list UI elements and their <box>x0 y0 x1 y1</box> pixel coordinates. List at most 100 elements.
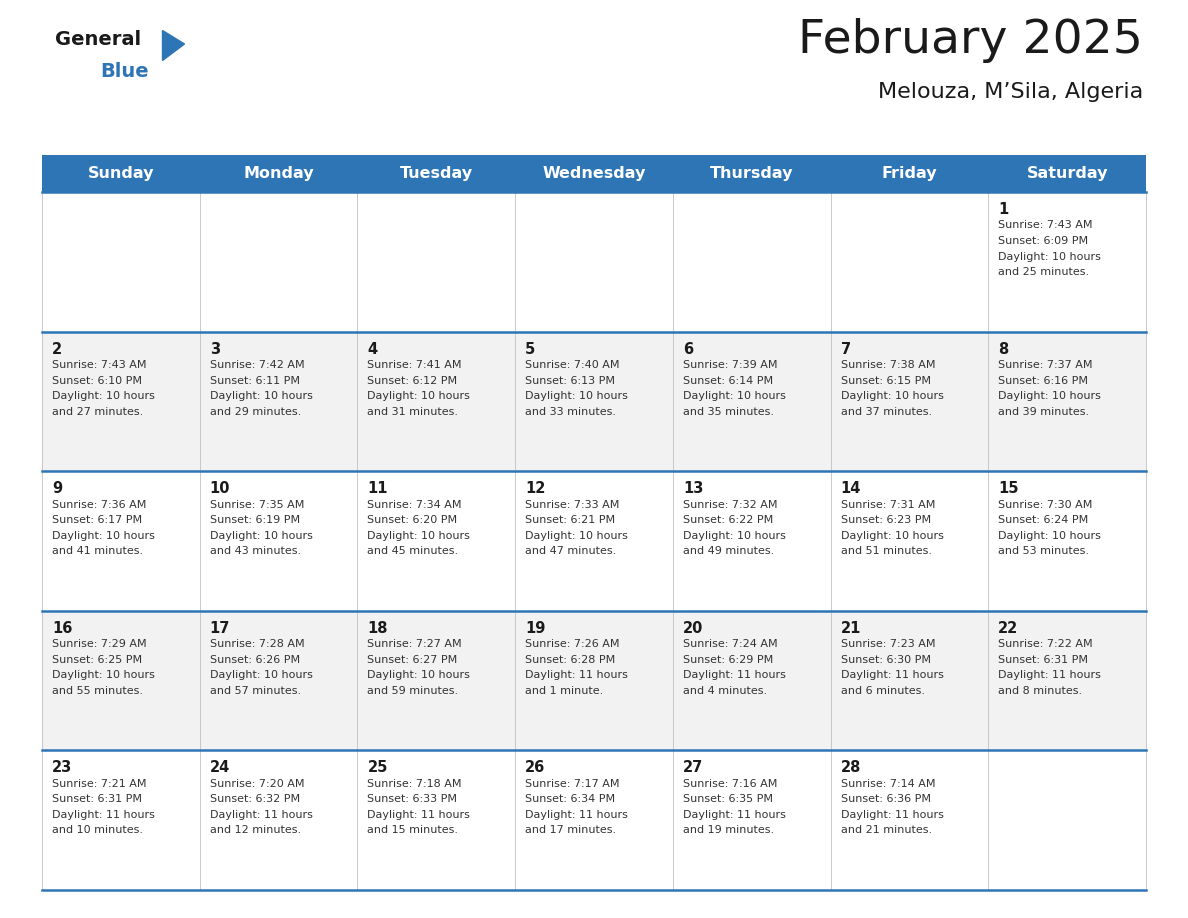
Text: and 55 minutes.: and 55 minutes. <box>52 686 143 696</box>
Text: Sunrise: 7:34 AM: Sunrise: 7:34 AM <box>367 499 462 509</box>
Text: Daylight: 10 hours: Daylight: 10 hours <box>367 391 470 401</box>
Text: Daylight: 10 hours: Daylight: 10 hours <box>52 670 154 680</box>
Text: Sunset: 6:10 PM: Sunset: 6:10 PM <box>52 375 143 386</box>
Text: Daylight: 11 hours: Daylight: 11 hours <box>683 670 785 680</box>
Text: Sunset: 6:22 PM: Sunset: 6:22 PM <box>683 515 773 525</box>
Text: 24: 24 <box>210 760 230 776</box>
Text: and 10 minutes.: and 10 minutes. <box>52 825 143 835</box>
Text: 15: 15 <box>998 481 1019 497</box>
Text: Tuesday: Tuesday <box>399 166 473 181</box>
Text: 19: 19 <box>525 621 545 636</box>
Text: Daylight: 10 hours: Daylight: 10 hours <box>52 531 154 541</box>
Text: 11: 11 <box>367 481 388 497</box>
Text: 21: 21 <box>841 621 861 636</box>
Text: 1: 1 <box>998 202 1009 217</box>
Text: 22: 22 <box>998 621 1018 636</box>
Text: Sunrise: 7:26 AM: Sunrise: 7:26 AM <box>525 639 620 649</box>
Text: Sunset: 6:24 PM: Sunset: 6:24 PM <box>998 515 1088 525</box>
Text: and 45 minutes.: and 45 minutes. <box>367 546 459 556</box>
Text: and 47 minutes.: and 47 minutes. <box>525 546 617 556</box>
Text: Sunset: 6:17 PM: Sunset: 6:17 PM <box>52 515 143 525</box>
Text: Daylight: 11 hours: Daylight: 11 hours <box>525 810 628 820</box>
Text: Sunset: 6:29 PM: Sunset: 6:29 PM <box>683 655 773 665</box>
Text: Sunset: 6:30 PM: Sunset: 6:30 PM <box>841 655 930 665</box>
Bar <box>42 331 1146 471</box>
Text: 8: 8 <box>998 341 1009 356</box>
Text: and 4 minutes.: and 4 minutes. <box>683 686 767 696</box>
Text: Sunrise: 7:32 AM: Sunrise: 7:32 AM <box>683 499 777 509</box>
Text: 25: 25 <box>367 760 387 776</box>
Text: 13: 13 <box>683 481 703 497</box>
Text: Daylight: 10 hours: Daylight: 10 hours <box>683 391 785 401</box>
Text: 5: 5 <box>525 341 536 356</box>
Text: and 8 minutes.: and 8 minutes. <box>998 686 1082 696</box>
Text: Sunset: 6:14 PM: Sunset: 6:14 PM <box>683 375 773 386</box>
Text: Sunset: 6:12 PM: Sunset: 6:12 PM <box>367 375 457 386</box>
Text: Sunset: 6:36 PM: Sunset: 6:36 PM <box>841 794 930 804</box>
Text: Sunrise: 7:39 AM: Sunrise: 7:39 AM <box>683 360 777 370</box>
Text: Sunrise: 7:28 AM: Sunrise: 7:28 AM <box>210 639 304 649</box>
Text: and 59 minutes.: and 59 minutes. <box>367 686 459 696</box>
Text: Sunrise: 7:16 AM: Sunrise: 7:16 AM <box>683 778 777 789</box>
Text: Daylight: 11 hours: Daylight: 11 hours <box>998 670 1101 680</box>
Text: Daylight: 10 hours: Daylight: 10 hours <box>998 391 1101 401</box>
Text: Sunset: 6:32 PM: Sunset: 6:32 PM <box>210 794 299 804</box>
Text: and 29 minutes.: and 29 minutes. <box>210 407 301 417</box>
Text: Sunrise: 7:22 AM: Sunrise: 7:22 AM <box>998 639 1093 649</box>
Text: and 6 minutes.: and 6 minutes. <box>841 686 924 696</box>
Text: and 21 minutes.: and 21 minutes. <box>841 825 931 835</box>
Text: and 15 minutes.: and 15 minutes. <box>367 825 459 835</box>
Text: Sunset: 6:13 PM: Sunset: 6:13 PM <box>525 375 615 386</box>
Text: Sunrise: 7:17 AM: Sunrise: 7:17 AM <box>525 778 620 789</box>
Text: Sunrise: 7:37 AM: Sunrise: 7:37 AM <box>998 360 1093 370</box>
Text: Daylight: 10 hours: Daylight: 10 hours <box>367 670 470 680</box>
Text: Daylight: 11 hours: Daylight: 11 hours <box>841 810 943 820</box>
Text: Sunrise: 7:35 AM: Sunrise: 7:35 AM <box>210 499 304 509</box>
Text: Sunset: 6:31 PM: Sunset: 6:31 PM <box>998 655 1088 665</box>
Text: Sunrise: 7:42 AM: Sunrise: 7:42 AM <box>210 360 304 370</box>
Text: General: General <box>55 30 141 49</box>
Text: and 19 minutes.: and 19 minutes. <box>683 825 775 835</box>
Text: Saturday: Saturday <box>1026 166 1108 181</box>
Text: Friday: Friday <box>881 166 937 181</box>
Text: Daylight: 11 hours: Daylight: 11 hours <box>525 670 628 680</box>
Text: Sunrise: 7:29 AM: Sunrise: 7:29 AM <box>52 639 146 649</box>
Text: Daylight: 11 hours: Daylight: 11 hours <box>52 810 154 820</box>
Text: 27: 27 <box>683 760 703 776</box>
Text: and 49 minutes.: and 49 minutes. <box>683 546 775 556</box>
Text: Sunset: 6:15 PM: Sunset: 6:15 PM <box>841 375 930 386</box>
Text: Sunset: 6:19 PM: Sunset: 6:19 PM <box>210 515 299 525</box>
Text: Sunset: 6:28 PM: Sunset: 6:28 PM <box>525 655 615 665</box>
Text: Sunrise: 7:24 AM: Sunrise: 7:24 AM <box>683 639 777 649</box>
Text: 16: 16 <box>52 621 72 636</box>
Bar <box>42 192 1146 331</box>
Text: Daylight: 10 hours: Daylight: 10 hours <box>998 252 1101 262</box>
Text: and 39 minutes.: and 39 minutes. <box>998 407 1089 417</box>
Text: 18: 18 <box>367 621 388 636</box>
Text: Sunrise: 7:23 AM: Sunrise: 7:23 AM <box>841 639 935 649</box>
Bar <box>42 610 1146 750</box>
Text: Sunrise: 7:43 AM: Sunrise: 7:43 AM <box>52 360 146 370</box>
Text: and 41 minutes.: and 41 minutes. <box>52 546 143 556</box>
Text: Sunset: 6:33 PM: Sunset: 6:33 PM <box>367 794 457 804</box>
Text: Sunrise: 7:40 AM: Sunrise: 7:40 AM <box>525 360 620 370</box>
Text: Sunrise: 7:41 AM: Sunrise: 7:41 AM <box>367 360 462 370</box>
Text: Daylight: 10 hours: Daylight: 10 hours <box>210 531 312 541</box>
Text: 28: 28 <box>841 760 861 776</box>
Text: 9: 9 <box>52 481 62 497</box>
Polygon shape <box>163 30 184 61</box>
Text: Daylight: 10 hours: Daylight: 10 hours <box>525 391 628 401</box>
Text: and 12 minutes.: and 12 minutes. <box>210 825 301 835</box>
Text: Sunrise: 7:31 AM: Sunrise: 7:31 AM <box>841 499 935 509</box>
Text: Sunrise: 7:27 AM: Sunrise: 7:27 AM <box>367 639 462 649</box>
Text: Sunrise: 7:20 AM: Sunrise: 7:20 AM <box>210 778 304 789</box>
Text: Sunset: 6:16 PM: Sunset: 6:16 PM <box>998 375 1088 386</box>
Text: Sunrise: 7:38 AM: Sunrise: 7:38 AM <box>841 360 935 370</box>
Text: Daylight: 10 hours: Daylight: 10 hours <box>998 531 1101 541</box>
Text: Monday: Monday <box>244 166 314 181</box>
Text: 17: 17 <box>210 621 230 636</box>
Text: and 17 minutes.: and 17 minutes. <box>525 825 617 835</box>
Text: and 1 minute.: and 1 minute. <box>525 686 604 696</box>
Text: Sunset: 6:34 PM: Sunset: 6:34 PM <box>525 794 615 804</box>
Text: Sunrise: 7:30 AM: Sunrise: 7:30 AM <box>998 499 1093 509</box>
